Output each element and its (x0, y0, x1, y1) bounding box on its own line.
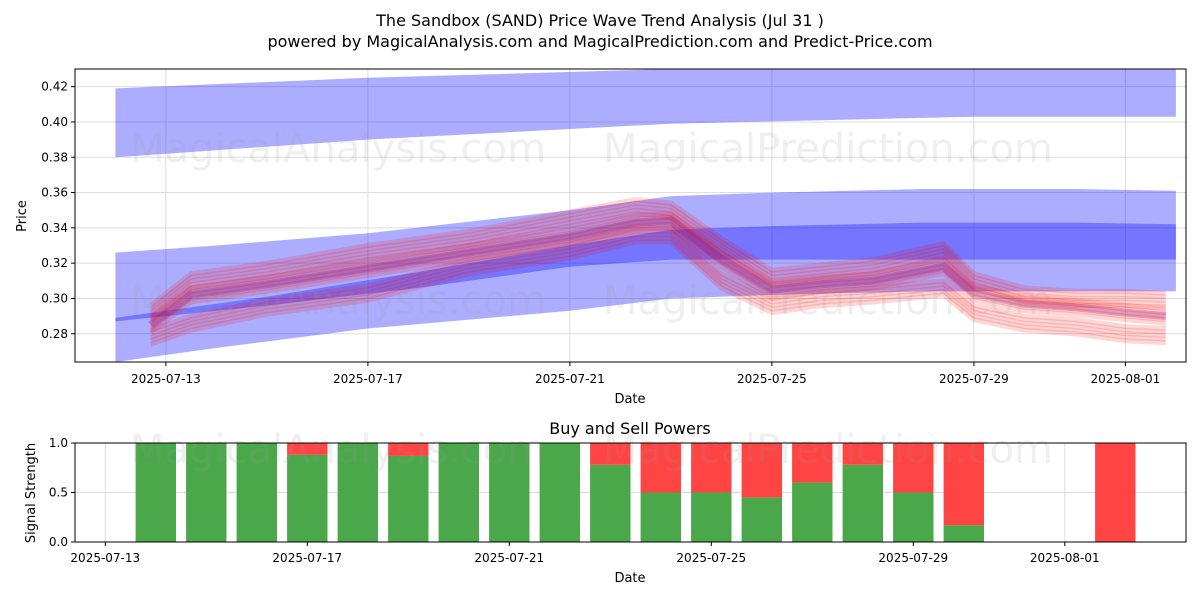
band-upper-wave (115, 69, 1176, 158)
signal-bars (135, 443, 1136, 542)
buy-bar (792, 482, 833, 542)
buy-bar (236, 443, 277, 542)
price-line-price-trace-main (149, 211, 1167, 320)
band-middle-wave-core (115, 222, 1176, 322)
y-tick-label: 0.38 (41, 150, 68, 164)
x-tick-label: 2025-07-13 (131, 372, 201, 386)
y-tick-label: 0.32 (41, 256, 68, 270)
signal-chart-title: Buy and Sell Powers (549, 419, 711, 438)
signal-panel: Buy and Sell Powers MagicalAnalysis.com … (24, 419, 1187, 586)
sell-bar (388, 443, 429, 456)
sell-bar (287, 443, 328, 455)
watermark-right: MagicalPrediction.com (603, 126, 1053, 172)
watermark-right: MagicalPrediction.com (603, 427, 1053, 473)
y-tick-label: 0.30 (41, 291, 68, 305)
buy-bar (590, 464, 631, 542)
price-y-axis: 0.28 0.30 0.32 0.34 0.36 0.38 0.40 0.42 (41, 80, 75, 341)
x-tick-label: 2025-08-01 (1030, 551, 1100, 565)
sell-bar (590, 443, 631, 465)
y-tick-label: 0.40 (41, 115, 68, 129)
buy-bar (640, 492, 681, 542)
buy-bar (186, 443, 227, 542)
y-tick-label: 0.42 (41, 80, 68, 94)
x-tick-label: 2025-08-01 (1091, 372, 1161, 386)
x-tick-label: 2025-07-25 (676, 551, 746, 565)
watermark-left: MagicalAnalysis.com (130, 126, 546, 172)
x-tick-label: 2025-07-13 (70, 551, 140, 565)
chart-title: The Sandbox (SAND) Price Wave Trend Anal… (375, 11, 824, 30)
sell-bar (842, 443, 883, 465)
y-tick-label: 0.36 (41, 186, 68, 200)
sell-bar (741, 443, 782, 498)
sell-bar (1095, 443, 1136, 542)
x-tick-label: 2025-07-29 (939, 372, 1009, 386)
sell-bar (943, 443, 984, 526)
price-y-axis-label: Price (15, 200, 30, 232)
price-line-price-trace-low (149, 239, 1166, 347)
watermark-right: MagicalPrediction.com (603, 278, 1053, 324)
price-line-price-trace-high (149, 204, 1166, 315)
signal-y-axis-label: Signal Strength (24, 443, 39, 543)
price-line-price-trace-low (149, 232, 1166, 340)
price-line-price-trace-high (149, 200, 1166, 311)
buy-bar (691, 492, 732, 542)
x-tick-label: 2025-07-17 (333, 372, 403, 386)
price-line-price-trace-high (149, 197, 1166, 308)
signal-x-axis-label: Date (614, 571, 645, 586)
price-line-price-trace-main (149, 218, 1167, 327)
buy-bar (893, 492, 934, 542)
price-traces (148, 197, 1167, 347)
buy-bar (842, 464, 883, 542)
buy-bar (135, 443, 176, 542)
price-line-price-trace-high (149, 207, 1166, 319)
x-tick-label: 2025-07-21 (535, 372, 605, 386)
price-x-axis-label: Date (614, 392, 645, 407)
price-grid (75, 69, 1186, 362)
price-plot-frame (74, 68, 1187, 363)
y-tick-label: 1.0 (49, 436, 68, 450)
sell-bar (640, 443, 681, 493)
price-line-price-trace-high (149, 211, 1166, 322)
y-tick-label: 0.5 (49, 486, 68, 500)
buy-bar (287, 454, 328, 542)
price-x-axis: 2025-07-13 2025-07-17 2025-07-21 2025-07-25… (131, 362, 1160, 386)
y-tick-label: 0.0 (49, 535, 68, 549)
band-middle-wave-wide (115, 189, 1176, 362)
sell-bar (691, 443, 732, 493)
watermark-left: MagicalAnalysis.com (130, 278, 546, 324)
chart-subtitle: powered by MagicalAnalysis.com and Magic… (267, 32, 932, 51)
wave-bands (115, 69, 1176, 362)
sell-bar (792, 443, 833, 483)
price-line-core (148, 216, 1167, 329)
buy-bar (489, 443, 530, 542)
buy-bar (388, 455, 429, 542)
price-line-price-trace-main (149, 225, 1167, 335)
signal-y-axis: 0.0 0.5 1.0 (49, 436, 75, 549)
signal-x-axis: 2025-07-13 2025-07-17 2025-07-21 2025-07-25… (70, 542, 1100, 565)
x-tick-label: 2025-07-25 (737, 372, 807, 386)
buy-bar (741, 497, 782, 542)
price-line-price-trace-low (149, 225, 1166, 333)
buy-bar (943, 525, 984, 542)
y-tick-label: 0.34 (41, 221, 68, 235)
watermark-left: MagicalAnalysis.com (130, 427, 546, 473)
price-line-price-trace-low (149, 235, 1166, 344)
buy-bar (337, 443, 378, 542)
x-tick-label: 2025-07-21 (474, 551, 544, 565)
price-line-price-trace-main (149, 221, 1167, 331)
buy-bar (438, 443, 479, 542)
price-line-price-trace-low (149, 228, 1166, 337)
x-tick-label: 2025-07-29 (878, 551, 948, 565)
price-panel: MagicalAnalysis.com MagicalPrediction.co… (15, 68, 1187, 407)
price-line-price-trace-main (149, 214, 1167, 324)
sell-bar (893, 443, 934, 493)
x-tick-label: 2025-07-17 (272, 551, 342, 565)
y-tick-label: 0.28 (41, 327, 68, 341)
buy-bar (539, 443, 580, 542)
